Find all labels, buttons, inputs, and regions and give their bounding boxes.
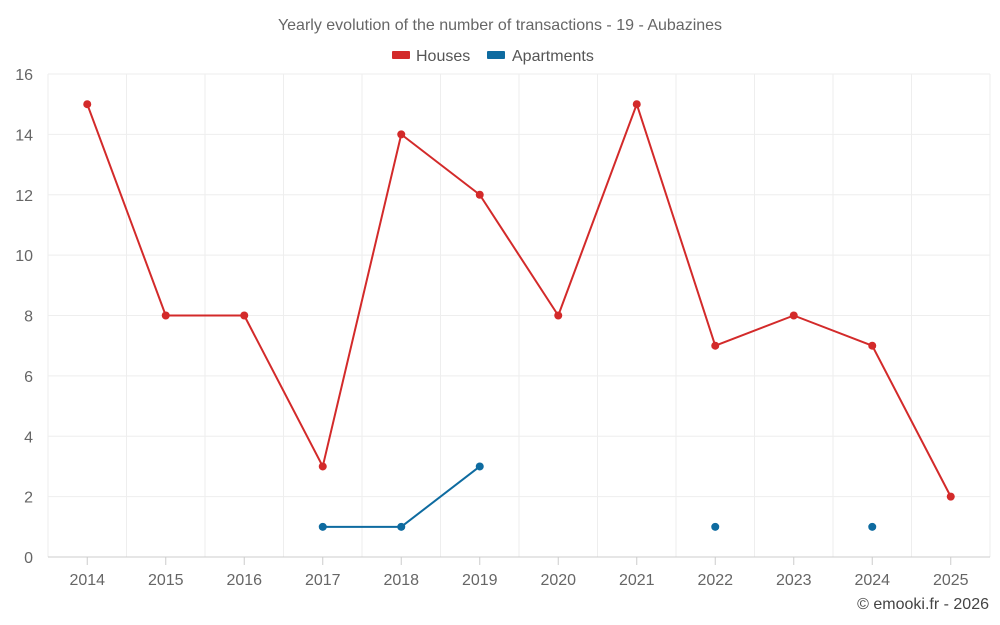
data-point-houses-2019[interactable] <box>475 190 484 199</box>
x-tick-label-2022: 2022 <box>697 572 733 589</box>
legend-item-apartments[interactable]: Apartments <box>487 48 594 65</box>
series-line-houses <box>86 103 952 498</box>
x-tick-label-2019: 2019 <box>462 572 498 589</box>
chart-title: Yearly evolution of the number of transa… <box>278 17 722 34</box>
x-gridlines <box>47 74 991 557</box>
x-axis-ticks: 2014 2015 2016 2017 2018 2019 2020 2021 2022 2023… <box>69 557 969 589</box>
series-layer <box>83 100 955 531</box>
legend: Houses Apartments <box>392 48 594 65</box>
data-point-apartments-2017[interactable] <box>318 522 327 531</box>
data-point-houses-2021[interactable] <box>632 100 641 109</box>
x-tick-label-2015: 2015 <box>148 572 184 589</box>
data-point-houses-2025[interactable] <box>946 492 955 501</box>
x-tick-label-2020: 2020 <box>540 572 576 589</box>
data-point-houses-2015[interactable] <box>161 311 170 320</box>
data-point-houses-2024[interactable] <box>868 341 877 350</box>
y-tick-label: 16 <box>15 67 33 84</box>
y-tick-label: 10 <box>15 248 33 265</box>
data-point-houses-2023[interactable] <box>789 311 798 320</box>
y-tick-label: 2 <box>24 490 33 507</box>
legend-label-apartments: Apartments <box>512 48 594 65</box>
data-point-houses-2014[interactable] <box>83 100 92 109</box>
data-point-houses-2017[interactable] <box>318 462 327 471</box>
y-tick-label: 0 <box>24 550 33 567</box>
y-tick-label: 12 <box>15 188 33 205</box>
legend-swatch-houses <box>392 51 410 59</box>
data-point-houses-2022[interactable] <box>711 341 720 350</box>
y-axis-ticks: 0 2 4 6 8 10 12 14 16 <box>15 67 33 567</box>
y-tick-label: 8 <box>24 309 33 326</box>
x-tick-label-2017: 2017 <box>305 572 341 589</box>
x-tick-label-2018: 2018 <box>383 572 419 589</box>
legend-label-houses: Houses <box>416 48 470 65</box>
data-point-apartments-2019[interactable] <box>475 462 484 471</box>
x-tick-label-2021: 2021 <box>619 572 655 589</box>
y-tick-label: 14 <box>15 127 33 144</box>
y-tick-label: 6 <box>24 369 33 386</box>
legend-item-houses[interactable]: Houses <box>392 48 470 65</box>
series-houses <box>83 100 955 501</box>
data-point-houses-2016[interactable] <box>240 311 249 320</box>
legend-swatch-apartments <box>487 51 505 59</box>
credit-text: © emooki.fr - 2026 <box>857 596 989 613</box>
data-point-apartments-2022[interactable] <box>711 522 720 531</box>
data-point-houses-2020[interactable] <box>554 311 563 320</box>
x-tick-label-2014: 2014 <box>69 572 105 589</box>
data-point-apartments-2018[interactable] <box>397 522 406 531</box>
x-tick-label-2023: 2023 <box>776 572 812 589</box>
x-tick-label-2024: 2024 <box>854 572 890 589</box>
y-tick-label: 4 <box>24 429 33 446</box>
x-tick-label-2016: 2016 <box>226 572 262 589</box>
data-point-apartments-2024[interactable] <box>868 522 877 531</box>
x-tick-label-2025: 2025 <box>933 572 969 589</box>
series-apartments <box>318 462 877 531</box>
data-point-houses-2018[interactable] <box>397 130 406 139</box>
